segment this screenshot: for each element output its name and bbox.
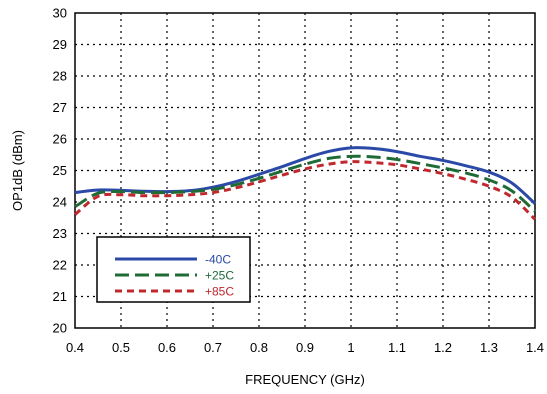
series-lines bbox=[74, 146, 537, 221]
x-tick-label: 1.1 bbox=[388, 340, 406, 355]
legend-label-0: -40C bbox=[205, 253, 231, 267]
plot-frame bbox=[74, 12, 536, 329]
y-tick-label: 28 bbox=[53, 69, 67, 84]
x-tick-label: 0.8 bbox=[250, 340, 268, 355]
y-tick-label: 24 bbox=[53, 195, 67, 210]
x-tick-label: 1.4 bbox=[526, 340, 544, 355]
x-tick-label: 0.4 bbox=[66, 340, 84, 355]
x-tick-label: 1 bbox=[347, 340, 354, 355]
series-line-2 bbox=[74, 160, 537, 221]
grid-lines bbox=[75, 13, 535, 328]
x-tick-labels: 0.4 0.5 0.6 0.7 0.8 0.9 1 1.1 1.2 1.3 1.4 bbox=[66, 340, 544, 355]
y-tick-label: 22 bbox=[53, 258, 67, 273]
legend-label-1: +25C bbox=[205, 269, 234, 283]
series-line-0 bbox=[74, 146, 537, 205]
x-tick-label: 0.5 bbox=[112, 340, 130, 355]
y-tick-label: 23 bbox=[53, 226, 67, 241]
y-tick-label: 26 bbox=[53, 132, 67, 147]
legend: -40C +25C +85C bbox=[96, 236, 251, 303]
y-tick-label: 20 bbox=[53, 321, 67, 336]
x-axis-title: FREQUENCY (GHz) bbox=[245, 372, 365, 387]
x-tick-label: 0.9 bbox=[296, 340, 314, 355]
x-tick-label: 1.2 bbox=[434, 340, 452, 355]
series-line-1 bbox=[74, 154, 537, 213]
x-tick-label: 0.6 bbox=[158, 340, 176, 355]
y-axis-title: OP1dB (dBm) bbox=[10, 130, 25, 211]
y-tick-label: 30 bbox=[53, 6, 67, 21]
x-tick-label: 1.3 bbox=[480, 340, 498, 355]
y-tick-label: 25 bbox=[53, 163, 67, 178]
y-tick-labels: 20 21 22 23 24 25 26 27 28 29 30 bbox=[53, 6, 67, 336]
legend-box bbox=[96, 236, 251, 303]
y-tick-label: 21 bbox=[53, 289, 67, 304]
y-tick-label: 27 bbox=[53, 100, 67, 115]
legend-label-2: +85C bbox=[205, 285, 234, 299]
x-tick-label: 0.7 bbox=[204, 340, 222, 355]
y-tick-label: 29 bbox=[53, 37, 67, 52]
